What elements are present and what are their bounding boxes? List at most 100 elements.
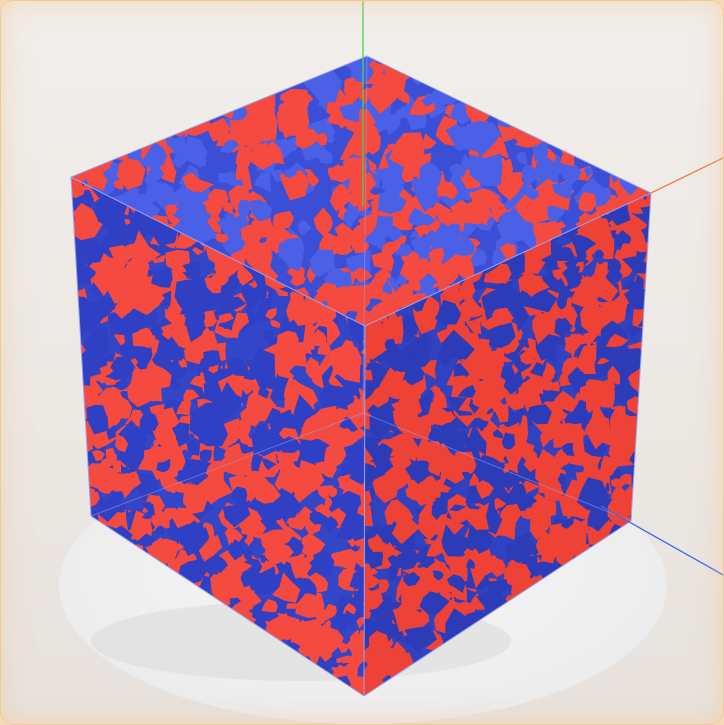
phase-b-blob xyxy=(364,535,384,569)
phase-a-blob xyxy=(561,356,578,377)
phase-a-blob xyxy=(649,318,651,333)
phase-a-blob xyxy=(364,443,374,475)
phase-b-blob xyxy=(578,74,600,99)
phase-a-blob xyxy=(437,181,459,200)
phase-b-blob xyxy=(251,348,276,390)
phase-a-blob xyxy=(421,441,442,463)
phase-b-blob xyxy=(71,100,83,127)
phase-a-blob xyxy=(71,317,79,326)
phase-a-blob xyxy=(426,540,446,557)
phase-b-blob xyxy=(633,474,651,497)
phase-a-blob xyxy=(607,494,638,525)
phase-b-blob xyxy=(619,131,649,166)
phase-b-blob xyxy=(58,382,67,395)
phase-a-blob xyxy=(71,405,82,431)
phase-a-blob xyxy=(588,674,615,695)
phase-a-blob xyxy=(503,392,525,411)
phase-b-blob xyxy=(270,56,301,80)
phase-a-blob xyxy=(295,591,325,619)
phase-b-blob xyxy=(171,198,207,224)
phase-b-blob xyxy=(293,61,314,75)
phase-a-blob xyxy=(99,366,114,377)
phase-a-blob xyxy=(71,505,80,521)
phase-a-blob xyxy=(545,72,556,82)
phase-a-blob xyxy=(482,56,497,65)
phase-b-blob xyxy=(408,207,423,227)
phase-a-blob xyxy=(334,56,345,57)
phase-b-blob xyxy=(464,423,487,456)
phase-a-blob xyxy=(509,56,543,91)
phase-b-blob xyxy=(451,238,475,256)
phase-a-blob xyxy=(639,636,651,667)
phase-a-blob xyxy=(115,434,129,453)
phase-b-blob xyxy=(144,480,160,490)
phase-b-blob xyxy=(410,178,444,212)
phase-b-blob xyxy=(364,464,378,484)
phase-a-blob xyxy=(132,230,161,271)
phase-a-blob xyxy=(292,346,303,359)
phase-a-blob xyxy=(71,61,95,86)
phase-a-blob xyxy=(71,505,85,521)
phase-a-blob xyxy=(242,73,260,90)
phase-b-blob xyxy=(457,384,476,398)
phase-b-blob xyxy=(71,221,78,248)
phase-a-blob xyxy=(113,179,124,190)
phase-b-blob xyxy=(344,505,355,522)
phase-a-blob xyxy=(265,307,277,320)
phase-a-blob xyxy=(333,228,354,251)
phase-b-blob xyxy=(133,687,151,696)
phase-a-blob xyxy=(80,56,93,59)
phase-a-blob xyxy=(346,634,365,668)
phase-a-blob xyxy=(314,503,333,518)
phase-b-blob xyxy=(231,107,248,121)
phase-a-blob xyxy=(385,653,401,670)
phase-a-blob xyxy=(100,387,124,417)
phase-a-blob xyxy=(364,649,372,665)
phase-a-blob xyxy=(176,400,192,416)
phase-a-blob xyxy=(228,554,245,573)
phase-a-blob xyxy=(647,314,651,324)
phase-a-blob xyxy=(442,451,478,484)
phase-a-blob xyxy=(586,90,610,112)
phase-a-blob xyxy=(71,683,83,696)
phase-b-blob xyxy=(310,249,335,278)
phase-b-blob xyxy=(186,439,200,456)
phase-a-blob xyxy=(440,56,462,68)
phase-a-blob xyxy=(166,453,186,473)
phase-a-blob xyxy=(551,56,569,68)
phase-b-blob xyxy=(449,163,467,177)
phase-a-blob xyxy=(422,56,441,82)
phase-b-blob xyxy=(387,226,404,241)
phase-b-blob xyxy=(155,526,165,536)
phase-b-blob xyxy=(366,108,393,133)
phase-b-blob xyxy=(570,81,595,106)
phase-b-blob xyxy=(71,690,85,696)
phase-b-blob xyxy=(71,105,85,119)
phase-a-blob xyxy=(93,253,124,297)
phase-a-blob xyxy=(300,532,326,557)
z-axis xyxy=(600,505,723,576)
phase-b-blob xyxy=(71,486,77,507)
phase-b-blob xyxy=(543,99,573,126)
phase-a-blob xyxy=(645,402,651,422)
phase-b-blob xyxy=(71,287,79,311)
phase-a-blob xyxy=(364,650,384,676)
phase-a-blob xyxy=(253,471,272,500)
phase-a-blob xyxy=(107,693,122,696)
phase-b-blob xyxy=(375,442,393,461)
phase-b-blob xyxy=(529,119,545,132)
phase-b-blob xyxy=(607,109,627,130)
phase-b-blob xyxy=(71,396,81,430)
phase-a-blob xyxy=(98,88,129,120)
phase-a-blob xyxy=(56,370,70,381)
phase-b-blob xyxy=(203,350,221,367)
phase-b-blob xyxy=(85,301,95,312)
phase-a-blob xyxy=(647,397,651,420)
phase-a-blob xyxy=(88,128,118,161)
phase-b-blob xyxy=(156,458,171,473)
phase-a-blob xyxy=(408,57,423,80)
phase-a-blob xyxy=(638,445,651,463)
phase-a-blob xyxy=(165,204,178,215)
